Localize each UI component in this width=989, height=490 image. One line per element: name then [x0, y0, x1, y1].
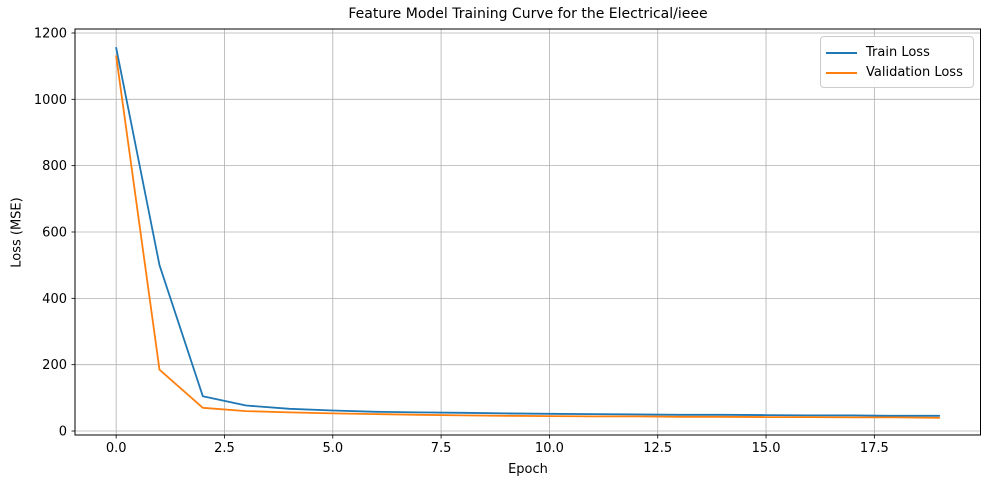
x-tick-label: 5.0: [322, 441, 343, 456]
x-tick-label: 10.0: [535, 441, 564, 456]
legend-label-train: Train Loss: [866, 45, 930, 60]
y-tick-label: 800: [42, 159, 67, 174]
legend-entry-train: Train Loss: [826, 44, 965, 61]
legend-label-validation: Validation Loss: [866, 65, 963, 80]
y-axis-label: Loss (MSE): [9, 197, 25, 268]
x-tick-label: 15.0: [752, 441, 781, 456]
validation-loss-line-sample: [826, 71, 857, 74]
y-tick-label: 600: [42, 226, 67, 241]
y-tick-label: 1200: [34, 26, 67, 41]
x-axis-label: Epoch: [508, 462, 548, 477]
y-tick-label: 0: [59, 425, 67, 440]
x-tick-label: 7.5: [431, 441, 452, 456]
train-loss-line-sample: [826, 51, 857, 54]
y-tick-label: 400: [42, 292, 67, 307]
legend: Train Loss Validation Loss: [820, 36, 974, 88]
train-loss-line: [115, 47, 941, 417]
y-tick-label: 1000: [34, 93, 67, 108]
validation-loss-line: [115, 55, 941, 419]
chart-title: Feature Model Training Curve for the Ele…: [348, 6, 708, 22]
x-tick-label: 12.5: [643, 441, 672, 456]
x-tick-label: 17.5: [860, 441, 889, 456]
y-tick-label: 200: [42, 358, 67, 373]
x-tick-label: 0.0: [106, 441, 127, 456]
legend-entry-validation: Validation Loss: [826, 64, 965, 81]
x-tick-label: 2.5: [214, 441, 235, 456]
